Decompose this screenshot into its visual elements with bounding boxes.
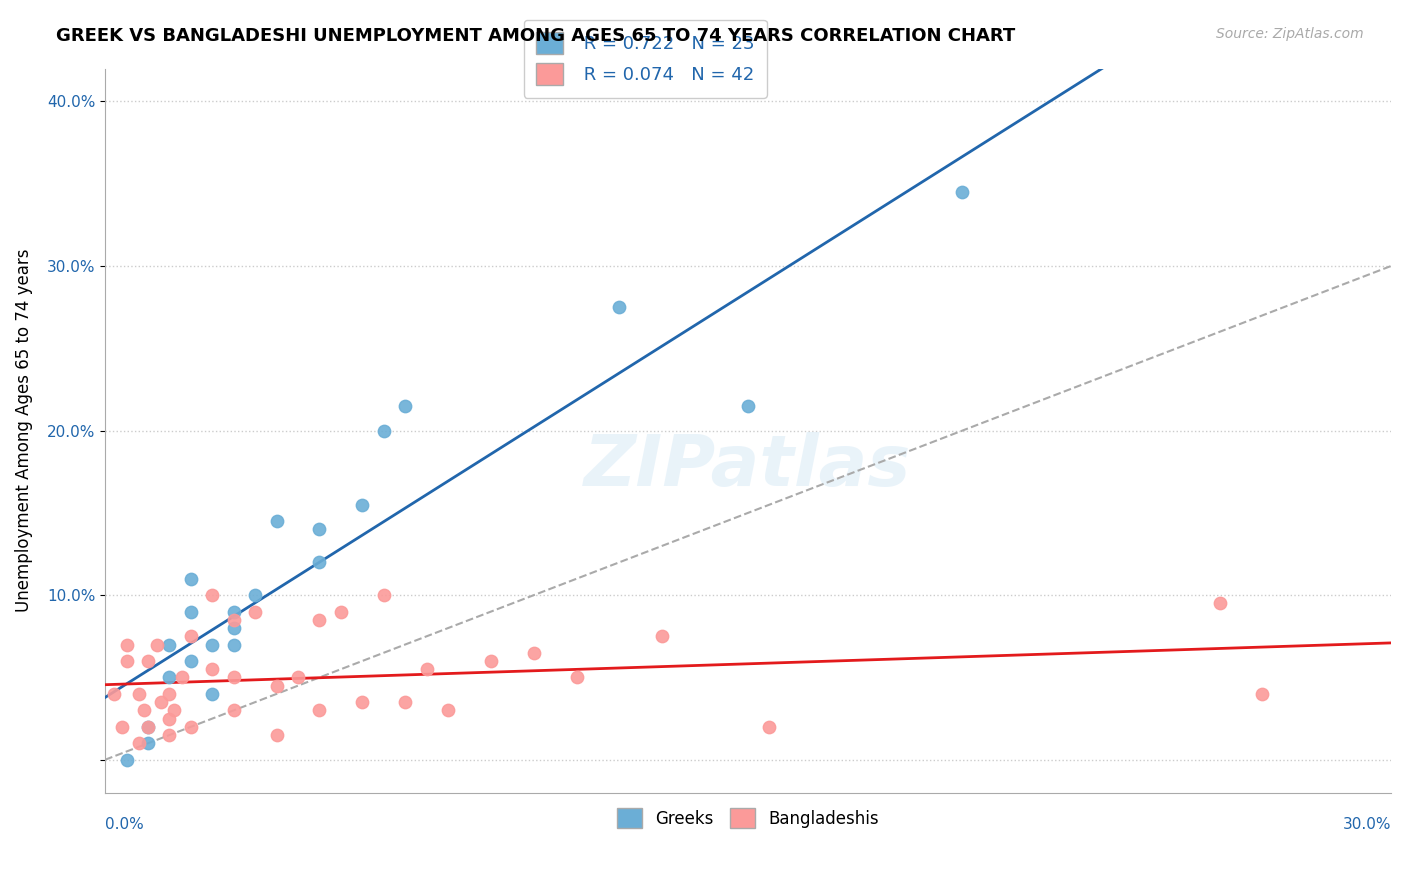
- Point: [1251, 687, 1274, 701]
- Point: [758, 720, 780, 734]
- Point: [373, 424, 395, 438]
- Point: [128, 687, 150, 701]
- Point: [128, 736, 150, 750]
- Point: [149, 695, 172, 709]
- Point: [157, 687, 180, 701]
- Point: [479, 654, 502, 668]
- Point: [737, 399, 759, 413]
- Point: [394, 695, 416, 709]
- Text: ZIPatlas: ZIPatlas: [585, 433, 911, 501]
- Point: [266, 728, 288, 742]
- Point: [145, 638, 167, 652]
- Point: [609, 300, 631, 314]
- Point: [437, 703, 460, 717]
- Point: [172, 670, 194, 684]
- Point: [180, 720, 202, 734]
- Point: [651, 629, 673, 643]
- Point: [111, 720, 134, 734]
- Point: [180, 572, 202, 586]
- Point: [157, 670, 180, 684]
- Text: Source: ZipAtlas.com: Source: ZipAtlas.com: [1216, 27, 1364, 41]
- Point: [163, 703, 186, 717]
- Point: [157, 728, 180, 742]
- Point: [243, 588, 266, 602]
- Point: [266, 514, 288, 528]
- Point: [201, 588, 224, 602]
- Legend: Greeks, Bangladeshis: Greeks, Bangladeshis: [610, 801, 886, 835]
- Point: [136, 720, 159, 734]
- Point: [180, 605, 202, 619]
- Text: 30.0%: 30.0%: [1343, 817, 1391, 832]
- Point: [243, 605, 266, 619]
- Point: [415, 662, 437, 676]
- Point: [523, 646, 546, 660]
- Point: [115, 753, 138, 767]
- Point: [115, 638, 138, 652]
- Point: [180, 654, 202, 668]
- Point: [373, 588, 395, 602]
- Point: [132, 703, 155, 717]
- Point: [287, 670, 309, 684]
- Text: GREEK VS BANGLADESHI UNEMPLOYMENT AMONG AGES 65 TO 74 YEARS CORRELATION CHART: GREEK VS BANGLADESHI UNEMPLOYMENT AMONG …: [56, 27, 1015, 45]
- Point: [222, 621, 245, 635]
- Point: [266, 679, 288, 693]
- Point: [1208, 596, 1230, 610]
- Point: [352, 498, 374, 512]
- Point: [136, 736, 159, 750]
- Point: [352, 695, 374, 709]
- Point: [103, 687, 125, 701]
- Point: [115, 654, 138, 668]
- Point: [180, 629, 202, 643]
- Point: [565, 670, 588, 684]
- Point: [222, 613, 245, 627]
- Point: [201, 687, 224, 701]
- Point: [308, 613, 330, 627]
- Point: [222, 670, 245, 684]
- Point: [222, 605, 245, 619]
- Point: [308, 703, 330, 717]
- Point: [308, 555, 330, 569]
- Point: [157, 712, 180, 726]
- Point: [950, 185, 973, 199]
- Y-axis label: Unemployment Among Ages 65 to 74 years: Unemployment Among Ages 65 to 74 years: [15, 249, 32, 612]
- Point: [394, 399, 416, 413]
- Text: 0.0%: 0.0%: [105, 817, 143, 832]
- Point: [201, 638, 224, 652]
- Point: [201, 662, 224, 676]
- Point: [136, 720, 159, 734]
- Point: [329, 605, 352, 619]
- Point: [222, 638, 245, 652]
- Point: [222, 703, 245, 717]
- Point: [136, 654, 159, 668]
- Point: [308, 522, 330, 536]
- Point: [157, 638, 180, 652]
